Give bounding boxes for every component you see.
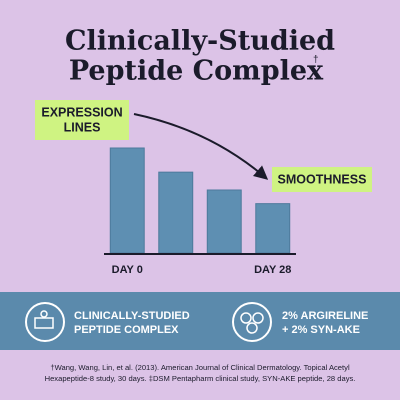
feature-text: 2% ARGIRELINE [282, 310, 368, 322]
bar [206, 189, 242, 254]
x-tick-label: DAY 28 [254, 264, 291, 276]
title-line: Clinically-Studied [65, 26, 335, 57]
callout-text: LINES [64, 120, 101, 134]
bar [109, 147, 145, 254]
feature-text: + 2% SYN-AKE [282, 324, 360, 336]
trend-arrow [133, 113, 269, 180]
feature-icon-detail [240, 312, 252, 324]
feature-band [0, 292, 400, 350]
bar [255, 203, 291, 254]
callout-box [272, 167, 372, 192]
feature-text: PEPTIDE COMPLEX [74, 324, 179, 336]
callout-text: EXPRESSION [41, 105, 122, 119]
feature-icon [232, 302, 272, 342]
feature-icon-detail [246, 322, 258, 334]
title-line: Peptide Complex [69, 56, 324, 87]
footnote: Hexapeptide-8 study, 30 days. ‡DSM Penta… [45, 374, 356, 383]
feature-icon-detail [40, 310, 48, 318]
title-mark: † [313, 55, 319, 66]
callout-text: SMOOTHNESS [278, 172, 367, 186]
feature-text: CLINICALLY-STUDIED [74, 310, 190, 322]
bar [158, 171, 194, 254]
feature-icon-detail [252, 312, 264, 324]
x-tick-label: DAY 0 [112, 264, 143, 276]
footnote: †Wang, Wang, Lin, et al. (2013). America… [50, 363, 350, 372]
callout-box [35, 100, 129, 140]
feature-icon [25, 302, 65, 342]
feature-icon-detail [34, 317, 54, 329]
